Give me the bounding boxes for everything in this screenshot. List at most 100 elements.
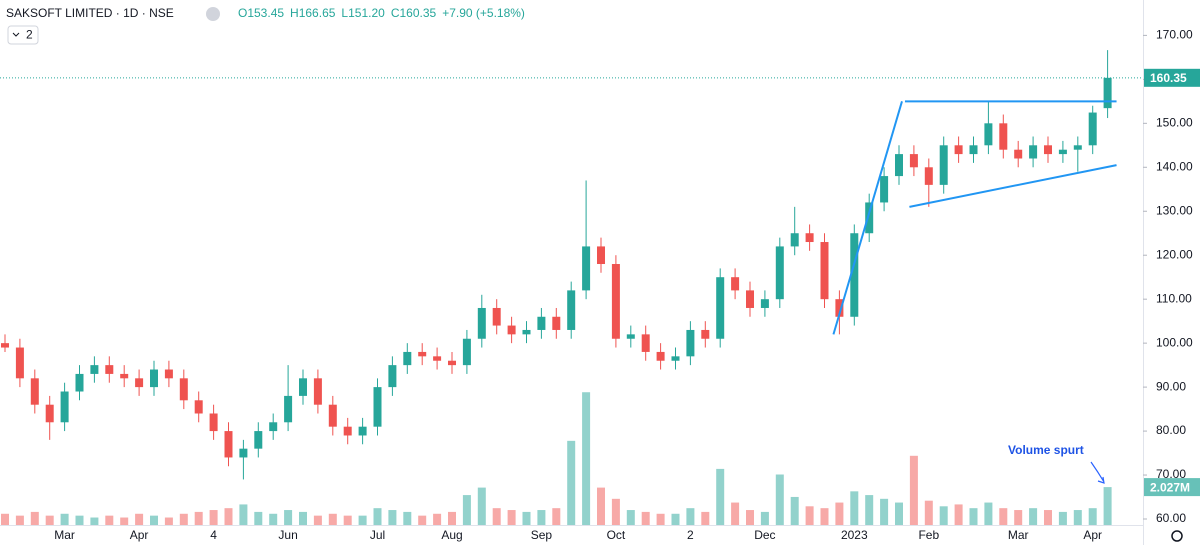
volume-bar — [75, 515, 84, 525]
candle-body — [418, 351, 427, 357]
candle-body — [835, 299, 844, 317]
x-tick-label: Mar — [1008, 528, 1029, 542]
candle-body — [358, 426, 367, 436]
volume-bar — [150, 515, 158, 525]
candle-body — [328, 404, 337, 427]
candle-body — [492, 307, 501, 326]
volume-bar — [552, 508, 561, 525]
candle-body — [1044, 145, 1052, 155]
volume-label: 2.027M — [1150, 480, 1190, 494]
volume-bar — [343, 515, 352, 525]
volume-bar — [760, 511, 769, 525]
volume-bar — [492, 508, 501, 525]
volume-bar — [60, 513, 69, 525]
annotation: Volume spurt — [1008, 443, 1084, 457]
volume-bar — [1088, 508, 1097, 525]
annotation-arrow — [1090, 461, 1105, 484]
volume-bar — [1058, 511, 1067, 525]
candle-body — [805, 233, 814, 243]
volume-bar — [686, 508, 695, 525]
volume-bar — [671, 513, 680, 525]
volume-bar — [328, 513, 337, 525]
candle-body — [895, 154, 903, 177]
volume-bar — [313, 515, 322, 525]
volume-bar — [731, 502, 740, 525]
volume-bar — [954, 504, 963, 525]
volume-bar — [224, 508, 233, 525]
volume-bar — [120, 517, 129, 525]
y-tick-label: 120.00 — [1156, 247, 1193, 261]
trendline — [832, 101, 903, 335]
candle-body — [790, 233, 799, 247]
candle-body — [597, 246, 605, 265]
candle-body — [611, 264, 620, 339]
chevron-icon — [12, 32, 20, 37]
volume-bar — [537, 510, 546, 525]
candle-body — [552, 316, 561, 330]
volume-bar — [790, 496, 799, 525]
candle-body — [150, 369, 158, 388]
volume-bar — [284, 510, 293, 525]
symbol-title: SAKSOFT LIMITED · 1D · NSE — [6, 6, 174, 20]
settings-icon[interactable] — [1171, 530, 1183, 542]
gear[interactable] — [1171, 530, 1183, 542]
candle-body — [388, 365, 397, 388]
candle-body — [1, 343, 9, 348]
candle-body — [254, 431, 263, 449]
candle-body — [731, 277, 740, 291]
volume-bar — [909, 455, 918, 525]
candle-body — [686, 329, 695, 357]
candle-body — [373, 387, 382, 427]
y-tick-label: 70.00 — [1156, 467, 1186, 481]
candle-body — [45, 404, 54, 423]
ohlc-legend: O153.45 H166.65 L151.20 C160.35 +7.90 (+5.18… — [238, 6, 525, 20]
visibility-icon[interactable] — [206, 7, 220, 21]
candle-body — [984, 123, 993, 146]
x-tick-label: Jun — [278, 528, 297, 542]
volume-bar — [105, 515, 114, 525]
volume-bar — [820, 508, 829, 525]
volume-bar — [611, 498, 620, 525]
indicator-count: 2 — [26, 28, 33, 42]
x-tick-label: Oct — [607, 528, 626, 542]
y-tick-label: 170.00 — [1156, 28, 1193, 42]
volume-bar — [164, 517, 173, 525]
ohlc-value: C160.35 — [391, 6, 437, 20]
candle-body — [775, 246, 784, 300]
candle-body — [209, 413, 218, 432]
volume-bar — [1044, 510, 1052, 525]
volume-bar — [924, 500, 933, 525]
x-tick-label: 2 — [687, 528, 694, 542]
volume-bar — [194, 511, 203, 525]
candle-body — [880, 176, 889, 203]
candle-body — [522, 329, 531, 335]
candle-body — [164, 369, 173, 379]
candle-body — [999, 123, 1008, 150]
y-tick-label: 110.00 — [1156, 291, 1192, 305]
candle-body — [671, 356, 680, 361]
x-tick-label: 2023 — [841, 528, 868, 542]
volume-bar — [969, 508, 978, 525]
volume-bar — [1, 513, 9, 525]
candle-body — [641, 334, 650, 352]
candle-body — [865, 202, 874, 234]
candle-body — [1088, 112, 1097, 146]
volume-bar — [641, 511, 650, 525]
candle-body — [60, 391, 69, 423]
y-tick-label: 130.00 — [1156, 203, 1193, 217]
volume-bar — [984, 502, 993, 525]
last-price-label: 160.35 — [1150, 71, 1187, 85]
candle-body — [239, 448, 248, 458]
candle-body — [105, 365, 114, 374]
candle-body — [820, 242, 829, 300]
x-tick-label: Feb — [918, 528, 939, 542]
indicator-toggle[interactable] — [7, 25, 39, 45]
candle-body — [1073, 145, 1082, 150]
x-tick-label: Mar — [54, 528, 75, 542]
volume-bar — [1029, 508, 1038, 525]
volume-bar — [716, 468, 725, 525]
volume-bar — [865, 495, 874, 525]
x-tick-label: Jul — [370, 528, 385, 542]
volume-bar — [15, 515, 24, 525]
